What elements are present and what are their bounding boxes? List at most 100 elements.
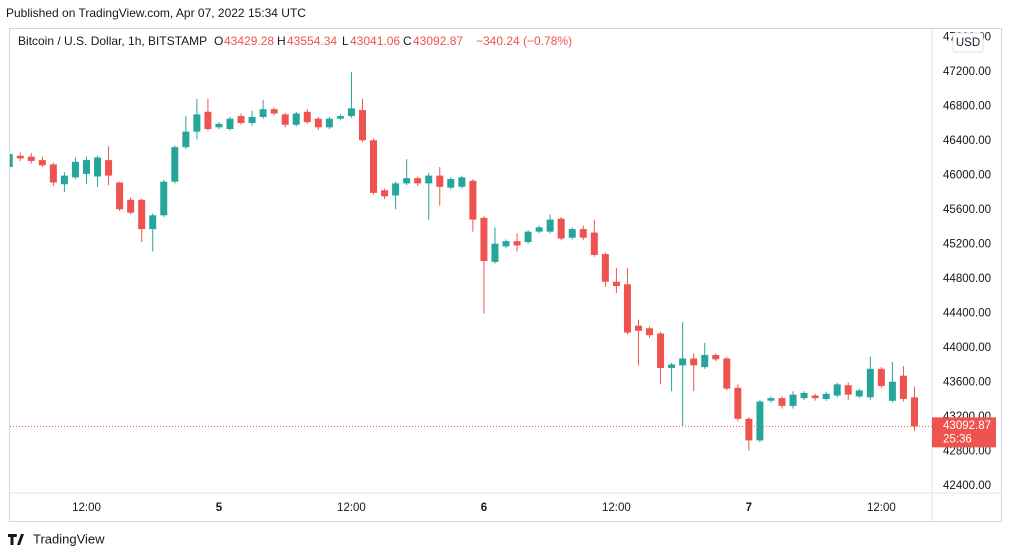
candle-body (789, 394, 797, 406)
candle-body (392, 183, 400, 196)
legend-letter: O (214, 34, 223, 48)
candle-body (734, 387, 742, 419)
candle-body (292, 113, 300, 125)
candle-body (71, 161, 79, 178)
candle-body (679, 358, 687, 366)
candle-body (10, 154, 13, 167)
candle-body (303, 111, 311, 123)
legend-change: −340.24 (−0.78%) (476, 34, 572, 48)
candle-body (358, 110, 366, 141)
candle-body (193, 114, 201, 132)
y-tick-label: 45200.00 (943, 239, 991, 251)
candle-body (811, 395, 819, 399)
x-tick-label: 6 (481, 502, 487, 514)
candle-body (668, 364, 676, 368)
candle-body (204, 111, 212, 130)
candle-body (866, 368, 874, 398)
candle-body (513, 241, 521, 246)
chart-title: Bitcoin / U.S. Dollar, 1h, BITSTAMP (18, 34, 207, 48)
chart-frame (9, 28, 1002, 522)
candle-body (425, 175, 433, 184)
legend-low: 43041.06 (350, 34, 400, 48)
candle-body (910, 397, 918, 427)
x-tick-label: 5 (216, 502, 223, 514)
candle-body (127, 199, 135, 213)
candle-body (822, 393, 830, 399)
x-tick-label: 12:00 (72, 502, 101, 514)
y-tick-label: 44400.00 (943, 308, 991, 320)
candle-body (171, 147, 179, 182)
candles (10, 72, 918, 451)
x-tick-label: 12:00 (867, 502, 896, 514)
candle-body (524, 231, 532, 243)
candle-body (690, 358, 698, 366)
brand-name: TradingView (33, 531, 105, 546)
candle-body (226, 118, 234, 130)
candle-body (160, 181, 168, 216)
candle-body (623, 284, 631, 333)
candle-body (612, 281, 620, 287)
candle-body (767, 398, 775, 401)
candle-body (248, 116, 256, 124)
candle-body (568, 229, 576, 238)
candle-body (82, 160, 90, 174)
candle-body (447, 179, 455, 188)
candle-body (49, 164, 57, 183)
axes: 42400.0042800.0043200.0043600.0044000.00… (10, 32, 996, 514)
y-tick-label: 46400.00 (943, 135, 991, 147)
candle-body (414, 178, 422, 184)
countdown-label: 25:36 (943, 433, 972, 445)
candle-body (701, 355, 709, 368)
candle-body (712, 355, 720, 360)
candle-body (535, 227, 543, 232)
candle-body (314, 118, 322, 128)
candle-body (557, 218, 565, 239)
candle-body (899, 375, 907, 399)
candle-body (281, 114, 289, 125)
candle-body (844, 385, 852, 395)
y-tick-label: 42400.00 (943, 480, 991, 492)
candle-body (590, 232, 598, 255)
candle-body (800, 392, 808, 399)
candle-body (38, 160, 46, 166)
candle-body (237, 116, 245, 124)
y-tick-label: 46000.00 (943, 170, 991, 182)
currency-box (952, 32, 984, 53)
candle-body (646, 328, 654, 336)
candle-body (215, 123, 223, 128)
y-tick-label: 47200.00 (943, 66, 991, 78)
legend-close: 43092.87 (413, 34, 463, 48)
candle-body (634, 325, 642, 331)
published-note: Published on TradingView.com, Apr 07, 20… (6, 6, 306, 20)
candle-body (469, 180, 477, 220)
candle-body (270, 109, 278, 114)
candle-body (116, 182, 124, 210)
candle-body (723, 358, 731, 389)
candle-body (105, 160, 113, 176)
last-price-box (932, 417, 996, 448)
candle-body (149, 215, 157, 230)
y-tick-label: 45600.00 (943, 204, 991, 216)
candle-body (480, 217, 488, 261)
candle-body (778, 398, 786, 406)
x-tick-label: 12:00 (602, 502, 631, 514)
candle-body (336, 116, 344, 119)
candle-body (182, 131, 190, 148)
legend-high: 43554.34 (287, 34, 337, 48)
y-tick-label: 44000.00 (943, 342, 991, 354)
candle-body (491, 243, 499, 262)
candle-body (579, 229, 587, 238)
candle-body (370, 140, 378, 193)
candle-body (325, 118, 333, 128)
candle-body (502, 241, 510, 247)
candle-body (756, 401, 764, 441)
candle-body (745, 418, 753, 441)
candle-body (888, 381, 896, 401)
brand-logo (8, 534, 24, 545)
currency-label: USD (956, 37, 980, 49)
legend-letter: C (403, 34, 412, 48)
candle-body (27, 156, 35, 161)
candle-body (403, 178, 411, 184)
candle-body (877, 368, 885, 387)
